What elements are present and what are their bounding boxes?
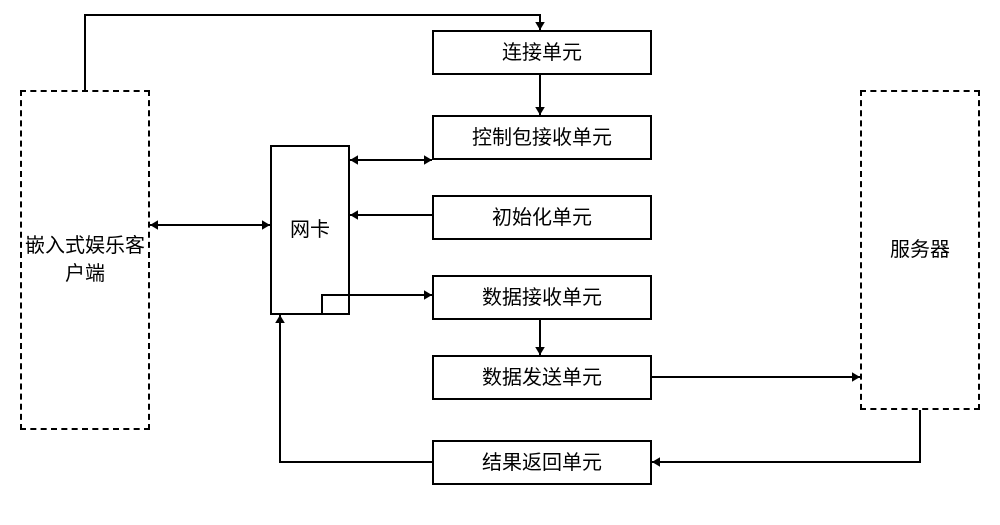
node-server: 服务器 — [860, 90, 980, 410]
node-data-tx-label: 数据发送单元 — [482, 364, 602, 392]
node-connect-label: 连接单元 — [502, 39, 582, 67]
node-init-label: 初始化单元 — [492, 204, 592, 232]
node-client-label: 嵌入式娱乐客户端 — [25, 232, 145, 288]
node-connect: 连接单元 — [432, 30, 652, 75]
node-data-rx-label: 数据接收单元 — [482, 284, 602, 312]
node-ctrl-rx-label: 控制包接收单元 — [472, 124, 612, 152]
node-result-label: 结果返回单元 — [482, 449, 602, 477]
node-data-rx: 数据接收单元 — [432, 275, 652, 320]
node-nic-label: 网卡 — [290, 216, 330, 244]
node-ctrl-rx: 控制包接收单元 — [432, 115, 652, 160]
node-init: 初始化单元 — [432, 195, 652, 240]
node-client: 嵌入式娱乐客户端 — [20, 90, 150, 430]
node-server-label: 服务器 — [890, 236, 950, 264]
node-nic: 网卡 — [270, 145, 350, 315]
node-result: 结果返回单元 — [432, 440, 652, 485]
node-data-tx: 数据发送单元 — [432, 355, 652, 400]
